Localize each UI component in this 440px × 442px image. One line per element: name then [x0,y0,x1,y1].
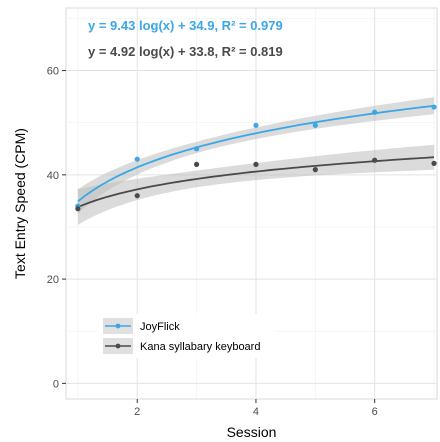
data-point [193,146,200,152]
y-tick-label: 20 [47,274,59,286]
data-point [312,122,318,128]
equation-kana: y = 4.92 log(x) + 33.8, R² = 0.819 [88,44,283,59]
legend-label-kana: Kana syllabary keyboard [140,341,260,353]
legend-keys [103,318,133,354]
y-tick-label: 0 [53,378,59,390]
legend-label-joyflick: JoyFlick [140,321,180,333]
confidence-band [77,97,435,214]
x-tick-label: 2 [134,406,140,418]
data-points [75,104,437,212]
data-point [134,156,140,162]
data-point [312,167,318,173]
legend-key-point [115,323,121,329]
data-point [372,109,378,115]
data-point [372,157,378,163]
x-tick-label: 4 [253,406,259,418]
data-point [431,160,437,166]
legend: JoyFlick Kana syllabary keyboard [97,314,275,358]
data-point [253,161,259,167]
y-tick-label: 40 [47,170,59,182]
data-point [253,122,259,128]
confidence-band [77,144,435,225]
data-point [75,206,81,212]
x-tick-label: 6 [372,406,378,418]
confidence-bands [77,97,435,225]
data-point [431,104,437,110]
x-axis-title: Session [227,424,277,440]
y-tick-label: 60 [47,66,59,78]
data-point [134,193,140,199]
data-point [193,161,200,167]
equation-joyflick: y = 9.43 log(x) + 34.9, R² = 0.979 [88,18,283,33]
y-axis-title: Text Entry Speed (CPM) [12,128,28,279]
legend-key-point [115,343,121,349]
